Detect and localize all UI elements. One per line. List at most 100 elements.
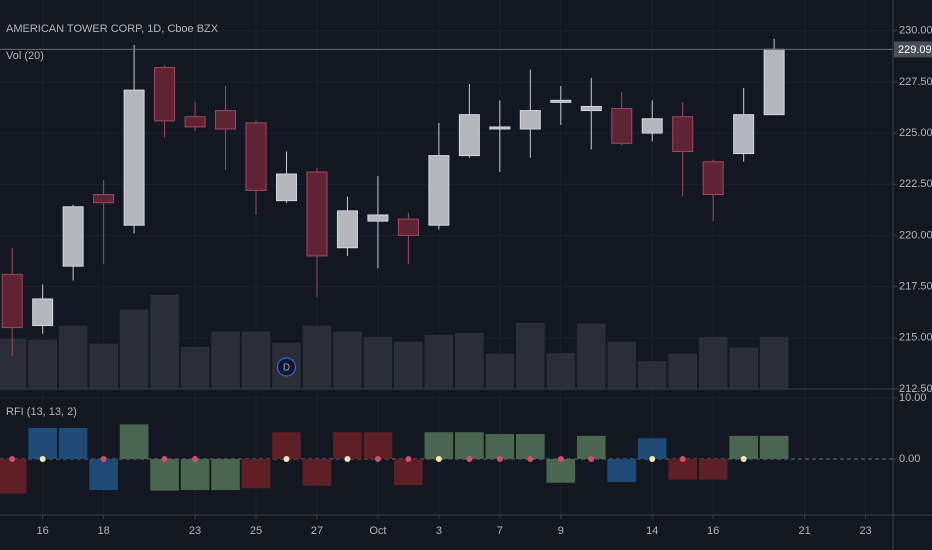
volume-bar bbox=[485, 353, 515, 389]
volume-bar bbox=[759, 336, 789, 389]
rfi-bar bbox=[698, 459, 728, 480]
y-tick-label: 220.00 bbox=[899, 229, 932, 241]
rfi-bar bbox=[119, 424, 149, 459]
candle-body bbox=[215, 110, 237, 130]
rfi-bar bbox=[241, 459, 271, 489]
candle-body bbox=[641, 118, 663, 134]
volume-bar bbox=[211, 331, 240, 389]
volume-bar bbox=[668, 353, 698, 389]
volume-bar bbox=[515, 322, 545, 389]
rfi-bar bbox=[607, 459, 637, 483]
rfi-bar bbox=[455, 432, 484, 459]
candle-body bbox=[1, 273, 23, 329]
dividend-marker bbox=[276, 357, 297, 377]
rfi-bar bbox=[363, 432, 393, 459]
y-tick-label: 10.00 bbox=[899, 392, 927, 404]
rfi-dot bbox=[39, 456, 46, 462]
rfi-bar bbox=[759, 435, 789, 459]
candle-body bbox=[733, 114, 755, 155]
x-tick-label: Oct bbox=[369, 525, 386, 537]
rfi-bar bbox=[546, 459, 576, 483]
rfi-dot bbox=[527, 456, 534, 462]
candle-body bbox=[306, 171, 328, 257]
x-tick-label: 9 bbox=[558, 525, 564, 537]
rfi-dot bbox=[344, 456, 351, 462]
x-tick-label: 23 bbox=[859, 525, 871, 537]
volume-bar bbox=[0, 338, 27, 389]
volume-bar bbox=[363, 336, 393, 389]
rfi-bar bbox=[637, 438, 667, 459]
y-tick-label: 0.00 bbox=[899, 453, 920, 465]
rfi-dot bbox=[588, 456, 595, 462]
x-tick-label: 7 bbox=[497, 525, 503, 537]
rfi-bar bbox=[394, 459, 423, 486]
volume-label: Vol (20) bbox=[6, 50, 44, 62]
y-tick-label: 230.00 bbox=[899, 25, 932, 37]
candle-body bbox=[458, 114, 480, 157]
rfi-bar bbox=[333, 432, 362, 459]
volume-bar bbox=[89, 343, 118, 389]
rfi-bar bbox=[424, 432, 454, 459]
x-tick-label: 23 bbox=[189, 525, 201, 537]
x-tick-label: 18 bbox=[97, 525, 109, 537]
rfi-dot bbox=[740, 456, 747, 462]
candle-body bbox=[32, 298, 54, 327]
rfi-bar bbox=[0, 459, 27, 494]
candle-body bbox=[763, 48, 785, 116]
last-price-label: 229.09 bbox=[898, 44, 932, 56]
rfi-bar bbox=[58, 427, 88, 459]
y-tick-label: 215.00 bbox=[899, 332, 932, 344]
plot: D bbox=[0, 38, 893, 494]
rfi-dot bbox=[283, 456, 290, 462]
y-tick-label: 227.50 bbox=[899, 76, 932, 88]
dividend-label: D bbox=[283, 363, 290, 374]
rfi-bar bbox=[302, 459, 332, 486]
volume-bar bbox=[424, 334, 454, 389]
rfi-bar bbox=[485, 434, 515, 459]
candle-body bbox=[336, 210, 358, 249]
candle-body bbox=[184, 116, 206, 128]
candle-body bbox=[702, 161, 724, 196]
rfi-bar bbox=[180, 459, 210, 491]
x-tick-label: 3 bbox=[436, 525, 442, 537]
rfi-bar bbox=[515, 434, 545, 459]
candle-body bbox=[123, 89, 145, 226]
rfi-bar bbox=[150, 459, 179, 491]
x-tick-label: 16 bbox=[707, 525, 719, 537]
candle-body bbox=[580, 105, 602, 112]
rfi-bar bbox=[668, 459, 698, 480]
volume-bar bbox=[729, 347, 758, 389]
candle-body bbox=[428, 155, 450, 226]
volume-bar bbox=[455, 332, 484, 389]
rfi-dot bbox=[192, 456, 199, 462]
volume-bar bbox=[150, 294, 179, 389]
rfi-dot bbox=[496, 456, 503, 462]
candle-body bbox=[672, 116, 694, 153]
rfi-dot bbox=[466, 456, 473, 462]
x-tick-label: 27 bbox=[311, 525, 323, 537]
rfi-dot bbox=[161, 456, 168, 462]
rfi-label: RFI (13, 13, 2) bbox=[6, 406, 77, 418]
volume-bar bbox=[607, 341, 637, 389]
rfi-bar bbox=[272, 432, 301, 459]
volume-bar bbox=[119, 309, 149, 389]
candle-body bbox=[611, 108, 633, 144]
rfi-dot bbox=[405, 456, 412, 462]
candle-body bbox=[275, 173, 297, 202]
y-tick-label: 222.50 bbox=[899, 178, 932, 190]
volume-bar bbox=[302, 325, 332, 389]
volume-bar bbox=[698, 336, 728, 389]
volume-bar bbox=[241, 331, 271, 389]
rfi-bar bbox=[89, 459, 118, 491]
candle-body bbox=[62, 206, 84, 267]
volume-bar bbox=[333, 331, 362, 389]
rfi-bar bbox=[729, 435, 758, 459]
candle-body bbox=[154, 67, 176, 122]
candle-body bbox=[245, 122, 267, 191]
volume-bar bbox=[394, 341, 423, 389]
rfi-bar bbox=[211, 459, 240, 491]
rfi-dot bbox=[679, 456, 686, 462]
y-tick-label: 225.00 bbox=[899, 127, 932, 139]
